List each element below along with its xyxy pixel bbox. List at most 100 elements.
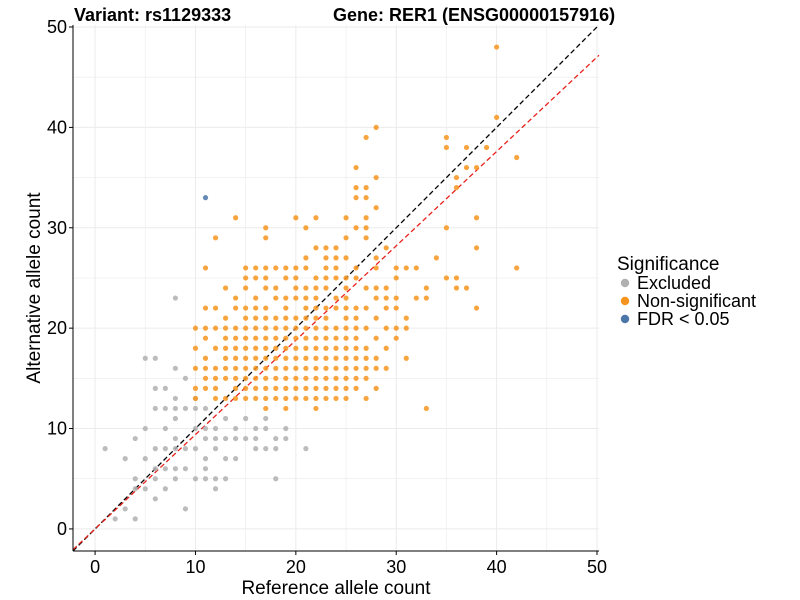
excluded-point <box>172 476 178 482</box>
nonsignificant-point <box>263 325 269 331</box>
nonsignificant-point <box>333 275 339 281</box>
excluded-point <box>142 355 148 361</box>
y-axis-title: Alternative allele count <box>24 192 45 384</box>
x-tick-label: 40 <box>487 557 507 577</box>
nonsignificant-point <box>303 365 309 371</box>
nonsignificant-point <box>253 275 259 281</box>
excluded-point <box>182 506 189 512</box>
excluded-point <box>152 446 158 452</box>
nonsignificant-point <box>233 375 239 381</box>
excluded-point <box>222 435 229 442</box>
nonsignificant-point <box>373 365 379 371</box>
nonsignificant-point <box>353 345 359 351</box>
nonsignificant-point <box>283 355 289 361</box>
legend-marker-excluded <box>620 278 630 288</box>
nonsignificant-point <box>393 295 399 301</box>
nonsignificant-point <box>353 164 359 171</box>
axes <box>72 25 599 552</box>
nonsignificant-point <box>323 375 329 381</box>
legend-title: Significance <box>617 254 719 275</box>
nonsignificant-point <box>363 325 369 331</box>
x-tick-label: 20 <box>286 557 306 577</box>
nonsignificant-point <box>273 265 279 271</box>
nonsignificant-point <box>263 375 269 381</box>
nonsignificant-point <box>343 385 349 391</box>
excluded-point <box>172 395 178 402</box>
excluded-point <box>273 446 279 452</box>
variant-title: Variant: rs1129333 <box>74 5 231 25</box>
nonsignificant-point <box>323 305 329 311</box>
nonsignificant-point <box>293 265 299 271</box>
nonsignificant-point <box>323 315 329 321</box>
nonsignificant-point <box>383 295 389 301</box>
excluded-point <box>162 446 168 452</box>
nonsignificant-point <box>343 335 349 341</box>
nonsignificant-point <box>273 345 279 351</box>
excluded-point <box>233 425 239 432</box>
nonsignificant-point <box>333 325 339 331</box>
nonsignificant-point <box>222 335 229 341</box>
nonsignificant-point <box>263 235 269 241</box>
nonsignificant-point <box>363 375 369 381</box>
legend-marker-fdr <box>620 314 630 324</box>
nonsignificant-point <box>323 385 329 391</box>
nonsignificant-point <box>233 335 239 341</box>
nonsignificant-point <box>273 355 279 361</box>
nonsignificant-point <box>373 174 379 181</box>
excluded-point <box>202 435 209 442</box>
nonsignificant-point <box>333 295 339 301</box>
nonsignificant-point <box>514 154 520 161</box>
nonsignificant-point <box>303 255 309 261</box>
excluded-point <box>263 425 269 432</box>
nonsignificant-point <box>363 195 369 201</box>
nonsignificant-point <box>333 385 339 391</box>
nonsignificant-point <box>363 365 369 371</box>
nonsignificant-point <box>343 365 349 371</box>
nonsignificant-point <box>243 385 249 391</box>
nonsignificant-point <box>363 305 369 311</box>
nonsignificant-point <box>463 285 470 291</box>
excluded-point <box>162 466 168 472</box>
nonsignificant-point <box>263 355 269 361</box>
nonsignificant-point <box>373 205 379 211</box>
excluded-point <box>152 496 158 502</box>
nonsignificant-point <box>293 375 299 381</box>
nonsignificant-point <box>212 235 219 241</box>
nonsignificant-point <box>283 385 289 391</box>
nonsignificant-point <box>473 245 480 251</box>
nonsignificant-point <box>273 325 279 331</box>
nonsignificant-point <box>303 295 309 301</box>
nonsignificant-point <box>373 255 379 261</box>
nonsignificant-point <box>233 345 239 351</box>
nonsignificant-point <box>303 395 309 402</box>
nonsignificant-point <box>453 275 460 281</box>
excluded-point <box>132 435 138 442</box>
gene-title: Gene: RER1 (ENSG00000157916) <box>333 5 615 25</box>
nonsignificant-point <box>343 345 349 351</box>
nonsignificant-point <box>453 185 460 191</box>
nonsignificant-point <box>393 335 399 341</box>
excluded-point <box>172 415 178 422</box>
fdr-point <box>202 195 209 201</box>
nonsignificant-point <box>283 345 289 351</box>
nonsignificant-point <box>212 375 219 381</box>
nonsignificant-point <box>323 325 329 331</box>
nonsignificant-point <box>253 355 259 361</box>
nonsignificant-point <box>403 315 409 321</box>
nonsignificant-point <box>243 365 249 371</box>
nonsignificant-point <box>243 325 249 331</box>
excluded-point <box>132 486 138 492</box>
nonsignificant-point <box>313 365 319 371</box>
nonsignificant-point <box>212 305 219 311</box>
nonsignificant-point <box>413 265 419 271</box>
nonsignificant-point <box>212 325 219 331</box>
nonsignificant-point <box>333 305 339 311</box>
excluded-point <box>212 486 219 492</box>
excluded-point <box>152 355 158 361</box>
nonsignificant-point <box>263 285 269 291</box>
excluded-point <box>212 425 219 432</box>
legend-label-nonsignificant: Non-significant <box>637 291 756 311</box>
nonsignificant-point <box>343 395 349 402</box>
nonsignificant-point <box>443 144 450 151</box>
